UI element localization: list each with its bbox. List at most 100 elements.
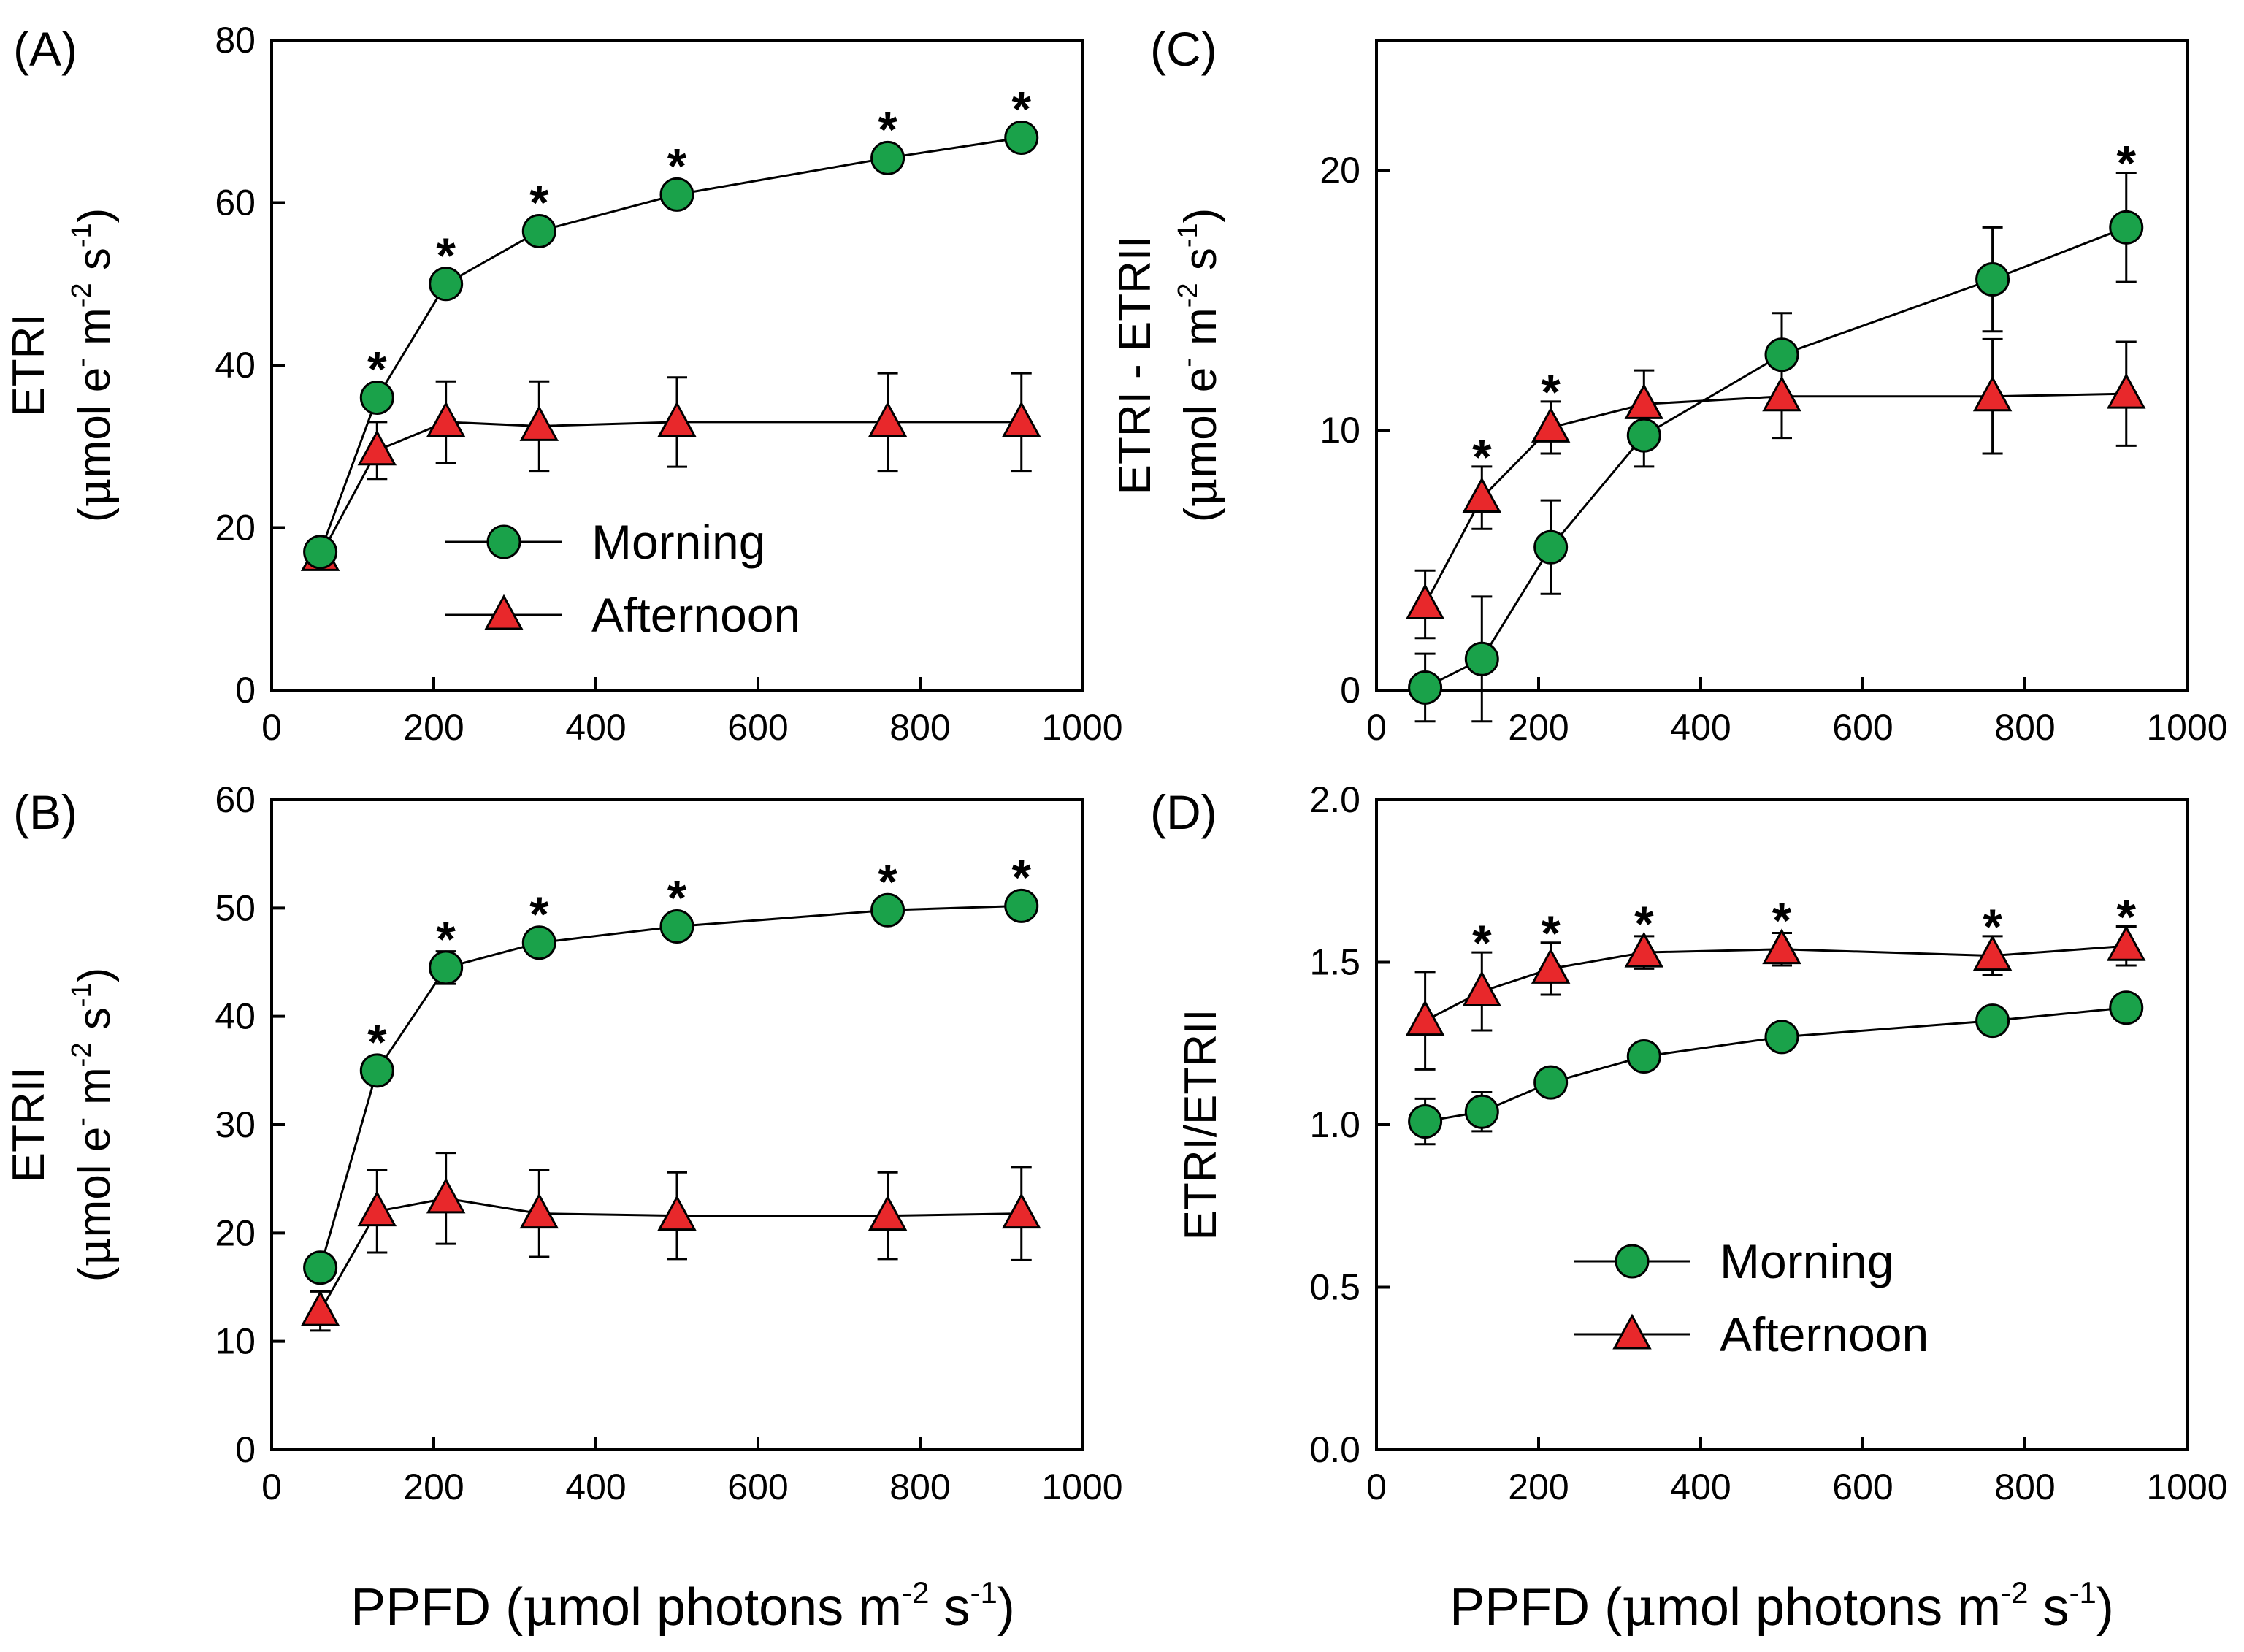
y-tick-label-C-1: 10 [1320, 410, 1360, 451]
point-D-morning-3 [1626, 1039, 1661, 1074]
significance-star-B-5: * [878, 854, 897, 909]
y-axis-unit-C: (μmol e- m-2 s-1) [1173, 208, 1227, 523]
significance-star-B-3: * [529, 887, 549, 942]
significance-star-D-2: * [1541, 906, 1561, 961]
point-C-afternoon-2 [1531, 407, 1571, 443]
point-D-morning-0 [1408, 1104, 1443, 1139]
x-tick-label-D-4: 800 [1994, 1466, 2055, 1507]
point-C-morning-2 [1533, 529, 1569, 565]
significance-star-B-6: * [1012, 849, 1032, 905]
x-tick-label-B-4: 800 [889, 1466, 950, 1507]
point-D-morning-2 [1533, 1065, 1569, 1100]
point-B-morning-6 [1004, 888, 1039, 923]
significance-star-A-5: * [878, 102, 897, 157]
point-B-afternoon-3 [519, 1193, 559, 1229]
legend-label-afternoon-D: Afternoon [1720, 1307, 1929, 1361]
significance-star-D-1: * [1472, 915, 1492, 971]
legend-D: Morning Afternoon [1574, 1234, 1929, 1361]
point-C-afternoon-3 [1624, 383, 1664, 419]
y-tick-label-D-3: 1.5 [1309, 942, 1360, 983]
x-tick-label-C-2: 400 [1670, 707, 1731, 748]
x-tick-label-D-1: 200 [1508, 1466, 1569, 1507]
y-axis-label-C: ETRI - ETRII [1110, 236, 1160, 495]
y-axis-label-D: ETRI/ETRII [1176, 1009, 1226, 1241]
point-A-afternoon-6 [1002, 401, 1041, 437]
point-D-morning-5 [1975, 1003, 2010, 1039]
legend-marker-morning-A [486, 524, 521, 559]
x-tick-label-A-4: 800 [889, 707, 950, 748]
panel-label-A: (A) [13, 22, 77, 76]
x-axis-label-left: PPFD (μmol photons m-2 s-1) [351, 1575, 1015, 1637]
y-axis-unit-B: (μmol e- m-2 s-1) [66, 968, 120, 1282]
point-B-morning-1 [359, 1053, 394, 1088]
significance-star-C-1: * [1472, 429, 1492, 485]
significance-star-D-4: * [1772, 893, 1792, 949]
point-C-morning-3 [1626, 418, 1661, 453]
y-axis-label-A: ETRI [4, 313, 54, 416]
point-B-morning-2 [429, 950, 464, 985]
point-D-morning-1 [1464, 1094, 1499, 1129]
point-B-morning-5 [870, 892, 905, 928]
point-C-afternoon-1 [1462, 477, 1502, 513]
point-C-morning-5 [1975, 262, 2010, 297]
panel-label-B: (B) [13, 785, 77, 839]
significance-star-B-4: * [667, 871, 687, 926]
legend-label-afternoon-A: Afternoon [591, 588, 800, 642]
legend-label-morning-A: Morning [591, 515, 765, 569]
x-tick-label-B-3: 600 [727, 1466, 788, 1507]
legend-marker-afternoon-A [484, 594, 524, 630]
y-tick-label-C-2: 20 [1320, 150, 1360, 191]
x-tick-label-C-5: 1000 [2146, 707, 2227, 748]
point-D-morning-4 [1764, 1020, 1799, 1055]
point-B-morning-3 [521, 925, 556, 960]
x-tick-label-D-0: 0 [1366, 1466, 1387, 1507]
y-tick-label-B-2: 20 [215, 1212, 256, 1253]
y-tick-label-B-1: 10 [215, 1321, 256, 1362]
significance-star-A-3: * [529, 175, 549, 230]
legend-A: Morning Afternoon [445, 515, 800, 642]
x-tick-label-C-1: 200 [1508, 707, 1569, 748]
panel-D: (D) 0 200 400 600 800 1000 0.0 0.5 1.0 1.5 2.0 ETRI/… [1150, 779, 2228, 1507]
point-B-afternoon-4 [657, 1195, 697, 1231]
y-axis-label-B: ETRII [4, 1067, 54, 1182]
x-tick-label-C-0: 0 [1366, 707, 1387, 748]
point-B-afternoon-0 [300, 1290, 340, 1326]
point-B-morning-0 [303, 1250, 338, 1285]
point-A-morning-0 [303, 535, 338, 570]
point-C-afternoon-4 [1762, 375, 1801, 412]
y-tick-label-A-4: 80 [215, 20, 256, 61]
point-A-morning-4 [659, 177, 694, 212]
x-tick-label-D-2: 400 [1670, 1466, 1731, 1507]
legend-label-morning-D: Morning [1720, 1234, 1893, 1288]
point-C-afternoon-6 [2107, 372, 2146, 409]
x-tick-label-A-1: 200 [403, 707, 464, 748]
x-tick-label-D-3: 600 [1832, 1466, 1893, 1507]
panel-A: (A) 0 200 400 600 800 1000 0 20 40 60 80 ETRI(μmol e… [4, 20, 1123, 748]
significance-star-B-2: * [436, 911, 456, 967]
point-B-morning-4 [659, 909, 694, 944]
significance-star-D-6: * [2117, 890, 2137, 945]
legend-marker-afternoon-D [1612, 1313, 1652, 1350]
plot-frame-C [1375, 39, 2189, 692]
point-D-afternoon-4 [1762, 928, 1801, 965]
point-D-afternoon-2 [1531, 947, 1571, 984]
point-B-afternoon-6 [1002, 1193, 1041, 1229]
point-A-afternoon-2 [426, 401, 466, 437]
panel-label-C: (C) [1150, 22, 1217, 76]
point-D-afternoon-1 [1462, 971, 1502, 1007]
y-tick-label-D-1: 0.5 [1309, 1267, 1360, 1308]
y-tick-label-B-5: 50 [215, 887, 256, 928]
series-line-C-afternoon [1424, 392, 2126, 605]
point-C-afternoon-5 [1972, 375, 2013, 412]
significance-star-A-4: * [667, 138, 687, 194]
panel-label-D: (D) [1150, 785, 1217, 839]
x-tick-label-C-4: 800 [1994, 707, 2055, 748]
x-tick-label-B-2: 400 [565, 1466, 626, 1507]
x-tick-label-A-5: 1000 [1041, 707, 1122, 748]
point-C-afternoon-0 [1405, 584, 1445, 619]
panel-B: (B) 0 200 400 600 800 1000 0 10 20 30 40 50 60 ETRII(μ… [4, 779, 1123, 1507]
legend-marker-morning-D [1615, 1244, 1650, 1279]
y-tick-label-B-3: 30 [215, 1104, 256, 1145]
significance-star-D-3: * [1634, 896, 1654, 952]
